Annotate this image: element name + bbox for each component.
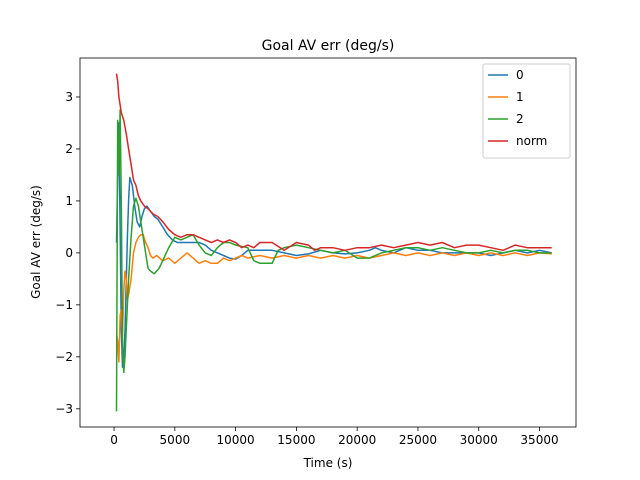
y-tick-label: 2 [65, 142, 73, 156]
series-lines [115, 73, 552, 412]
series-line-2 [115, 109, 552, 412]
x-tick-label: 5000 [160, 433, 191, 447]
y-axis-label: Goal AV err (deg/s) [29, 185, 43, 299]
x-tick-label: 10000 [217, 433, 255, 447]
plot-area: 0 5000 10000 15000 20000 25000 30000 35000 −3 −2 −… [55, 57, 577, 447]
legend-label-norm: norm [516, 134, 547, 148]
legend-label-0: 0 [516, 68, 524, 82]
legend-label-1: 1 [516, 90, 524, 104]
y-tick-label: −3 [55, 402, 73, 416]
x-axis-label: Time (s) [303, 456, 353, 470]
legend: 0 1 2 norm [482, 63, 571, 159]
x-tick-label: 25000 [399, 433, 437, 447]
series-line-1 [115, 233, 552, 363]
x-tick-label: 20000 [338, 433, 376, 447]
axes-frame [79, 57, 577, 428]
x-tick-label: 0 [110, 433, 118, 447]
legend-label-2: 2 [516, 112, 524, 126]
x-tick-label: 30000 [460, 433, 498, 447]
series-line-norm [115, 73, 552, 252]
y-tick-label: −2 [55, 350, 73, 364]
y-tick-label: 0 [65, 246, 73, 260]
y-tick-label: −1 [55, 298, 73, 312]
x-tick-label: 15000 [277, 433, 315, 447]
y-tick-label: 1 [65, 194, 73, 208]
y-tick-label: 3 [65, 90, 73, 104]
x-tick-label: 35000 [520, 433, 558, 447]
chart-title: Goal AV err (deg/s) [262, 38, 395, 54]
legend-box [482, 63, 571, 159]
